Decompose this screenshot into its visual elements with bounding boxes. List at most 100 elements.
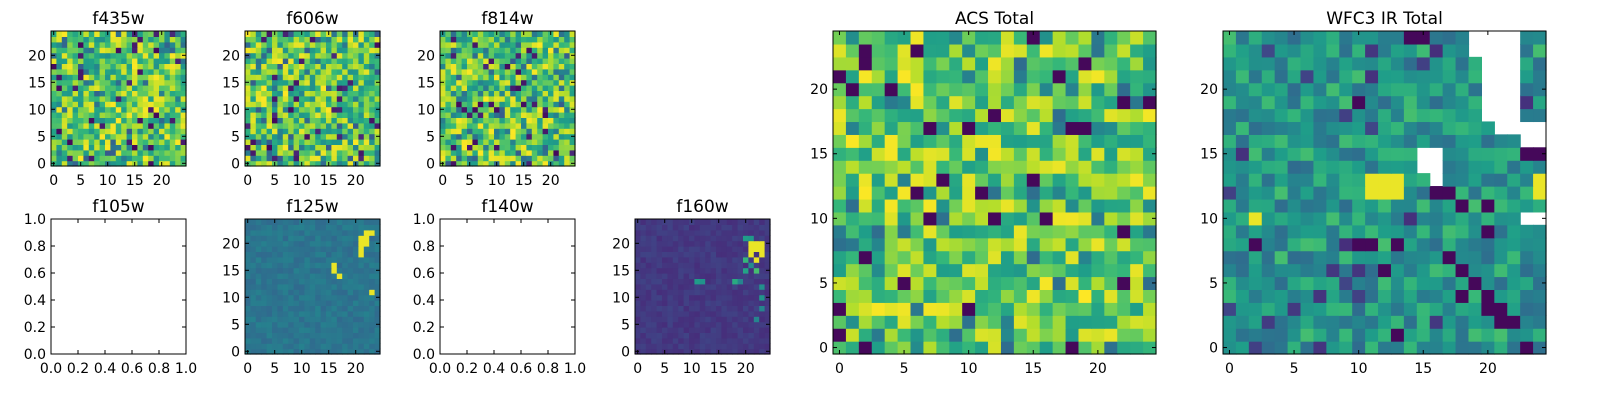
heatmap-cell bbox=[1378, 186, 1392, 200]
x-tick-label: 1.0 bbox=[564, 361, 586, 377]
heatmap-cell bbox=[683, 251, 690, 258]
heatmap-cell bbox=[897, 121, 912, 135]
heatmap-cell bbox=[1039, 56, 1054, 71]
heatmap-cell bbox=[483, 58, 490, 64]
heatmap-cell bbox=[753, 246, 760, 252]
heatmap-cell bbox=[764, 256, 771, 263]
heatmap-cell bbox=[651, 262, 658, 269]
heatmap-cell bbox=[159, 117, 165, 124]
heatmap-cell bbox=[326, 63, 332, 70]
heatmap-cell bbox=[374, 278, 381, 285]
heatmap-cell bbox=[336, 101, 343, 108]
heatmap-cell bbox=[72, 58, 79, 64]
heatmap-cell bbox=[282, 74, 289, 81]
heatmap-cell bbox=[467, 101, 473, 108]
heatmap-cell bbox=[910, 108, 925, 123]
heatmap-cell bbox=[132, 90, 138, 97]
heatmap-cell bbox=[347, 74, 354, 81]
heatmap-cell bbox=[245, 289, 251, 296]
heatmap-cell bbox=[726, 235, 733, 242]
heatmap-cell bbox=[897, 160, 912, 174]
x-tick-label: 15 bbox=[320, 361, 338, 377]
heatmap-cell bbox=[358, 289, 365, 296]
heatmap-cell bbox=[667, 246, 674, 252]
heatmap-cell bbox=[363, 235, 370, 242]
heatmap-cell bbox=[1117, 263, 1131, 278]
heatmap-cell bbox=[72, 68, 79, 75]
heatmap-cell bbox=[521, 79, 527, 86]
heatmap-cell bbox=[255, 283, 262, 290]
heatmap-cell bbox=[1352, 289, 1366, 303]
heatmap-cell bbox=[721, 343, 728, 350]
heatmap-cell bbox=[299, 101, 305, 108]
heatmap-cell bbox=[1026, 56, 1041, 71]
heatmap-cell bbox=[110, 117, 117, 124]
heatmap-cell bbox=[61, 128, 68, 135]
heatmap-cell bbox=[1078, 147, 1092, 161]
heatmap-cell bbox=[56, 85, 63, 91]
heatmap-cell bbox=[1326, 263, 1340, 278]
heatmap-cell bbox=[363, 267, 370, 274]
heatmap-cell bbox=[699, 224, 706, 231]
heatmap-cell bbox=[910, 289, 925, 303]
heatmap-cell bbox=[369, 112, 376, 118]
heatmap-cell bbox=[710, 321, 717, 328]
heatmap-cell bbox=[662, 262, 668, 269]
heatmap-cell bbox=[288, 79, 295, 86]
heatmap-cell bbox=[374, 305, 381, 312]
heatmap-cell bbox=[293, 332, 300, 339]
heatmap-cell bbox=[645, 262, 652, 269]
heatmap-cell bbox=[494, 47, 500, 54]
heatmap-cell bbox=[667, 327, 674, 333]
heatmap-cell bbox=[342, 160, 349, 167]
heatmap-cell bbox=[94, 160, 101, 167]
heatmap-cell bbox=[833, 69, 847, 84]
heatmap-cell bbox=[137, 160, 144, 167]
heatmap-cell bbox=[678, 348, 685, 355]
heatmap-cell bbox=[472, 90, 479, 97]
heatmap-cell bbox=[662, 273, 668, 279]
heatmap-cell bbox=[467, 47, 473, 54]
heatmap-cell bbox=[347, 149, 354, 156]
heatmap-cell bbox=[288, 229, 295, 236]
heatmap-cell bbox=[304, 41, 311, 48]
heatmap-cell bbox=[159, 139, 165, 145]
heatmap-cell bbox=[358, 305, 365, 312]
heatmap-cell bbox=[164, 31, 171, 37]
heatmap-cell bbox=[1274, 341, 1289, 355]
heatmap-cell bbox=[304, 133, 311, 140]
heatmap-cell bbox=[304, 283, 311, 290]
heatmap-cell bbox=[737, 300, 744, 306]
heatmap-cell bbox=[369, 273, 376, 279]
heatmap-cell bbox=[78, 117, 84, 124]
heatmap-cell bbox=[99, 74, 106, 81]
heatmap-cell bbox=[748, 251, 755, 258]
heatmap-cell bbox=[88, 68, 95, 75]
heatmap-cell bbox=[72, 144, 79, 151]
heatmap-cell bbox=[1235, 224, 1250, 239]
heatmap-cell bbox=[975, 121, 989, 135]
heatmap-cell bbox=[99, 101, 106, 108]
heatmap-cell bbox=[1235, 173, 1250, 187]
heatmap-cell bbox=[347, 112, 354, 118]
heatmap-cell bbox=[88, 41, 95, 48]
heatmap-cell bbox=[923, 69, 937, 84]
heatmap-cell bbox=[569, 68, 576, 75]
heatmap-cell bbox=[710, 337, 717, 344]
heatmap-cell bbox=[164, 122, 171, 129]
heatmap-cell bbox=[477, 144, 484, 151]
heatmap-cell bbox=[342, 63, 349, 70]
heatmap-cell bbox=[526, 90, 533, 97]
heatmap-cell bbox=[1130, 224, 1144, 239]
heatmap-cell bbox=[363, 58, 370, 64]
heatmap-cell bbox=[1481, 198, 1495, 213]
heatmap-cell bbox=[1052, 211, 1067, 226]
heatmap-cell bbox=[115, 155, 122, 162]
heatmap-cell bbox=[1274, 224, 1289, 239]
y-tick-label: 10 bbox=[222, 290, 240, 306]
heatmap-cell bbox=[488, 31, 495, 37]
heatmap-cell bbox=[499, 41, 506, 48]
heatmap-cell bbox=[164, 160, 171, 167]
heatmap-cell bbox=[153, 155, 160, 162]
heatmap-cell bbox=[858, 237, 873, 252]
